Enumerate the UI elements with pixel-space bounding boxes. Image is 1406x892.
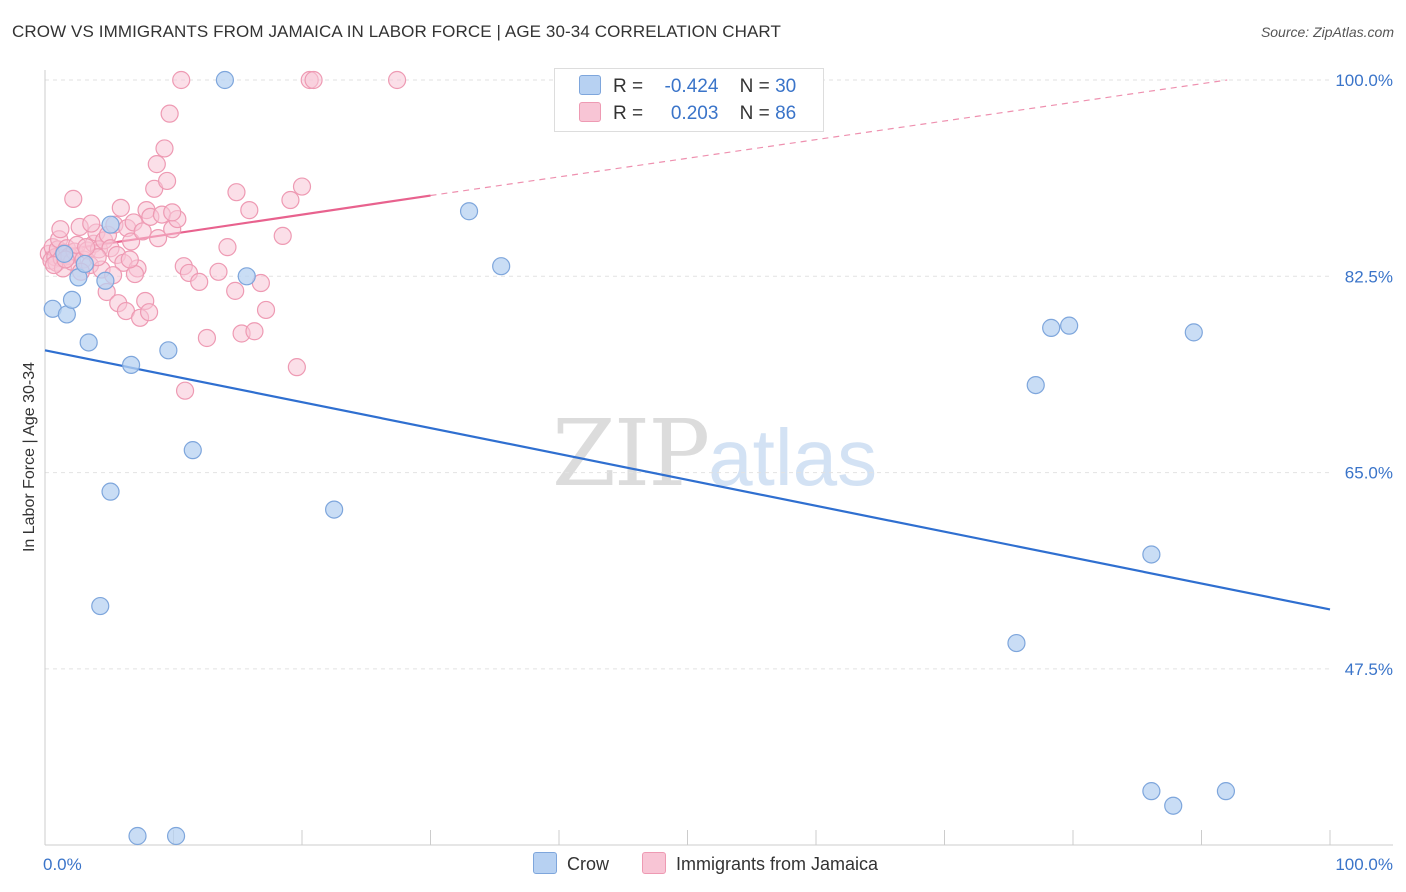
crow-point bbox=[1042, 318, 1061, 337]
x-tick-label: 100.0% bbox=[1335, 855, 1393, 874]
trend-lines bbox=[44, 79, 1331, 611]
watermark-atlas: atlas bbox=[708, 413, 878, 502]
jamaica-r-label: R = bbox=[613, 103, 644, 124]
jamaica-point bbox=[245, 322, 264, 341]
crow-point bbox=[1142, 545, 1161, 564]
crow-point bbox=[1184, 323, 1203, 342]
x-tick-label: 0.0% bbox=[43, 855, 82, 874]
chart-title: CROW VS IMMIGRANTS FROM JAMAICA IN LABOR… bbox=[12, 22, 781, 41]
jamaica-point bbox=[190, 272, 209, 291]
jamaica-point bbox=[77, 238, 96, 257]
jamaica-point bbox=[139, 303, 159, 322]
jamaica-point bbox=[133, 222, 152, 241]
crow-n-value: 30 bbox=[775, 76, 797, 97]
crow-point bbox=[1026, 375, 1045, 395]
y-tick-label: 82.5% bbox=[1345, 267, 1393, 286]
axes bbox=[44, 70, 1393, 846]
jamaica-r-value: 0.203 bbox=[670, 103, 719, 124]
jamaica-point bbox=[292, 177, 312, 196]
crow-point bbox=[101, 482, 120, 501]
jamaica-n-value: 86 bbox=[775, 103, 797, 124]
legend-row-jamaica: R = 0.203 N = 86 bbox=[579, 102, 796, 128]
jamaica-point bbox=[197, 328, 217, 348]
jamaica-points bbox=[39, 70, 407, 400]
bottom-legend-crow: Crow bbox=[533, 852, 609, 875]
jamaica-point bbox=[157, 171, 177, 191]
jamaica-point bbox=[287, 358, 306, 377]
crow-legend-swatch bbox=[533, 852, 557, 874]
bottom-legend-jamaica: Immigrants from Jamaica bbox=[642, 852, 878, 875]
crow-point bbox=[1142, 782, 1161, 801]
watermark-zip: ZIP bbox=[552, 400, 710, 507]
jamaica-point bbox=[120, 250, 139, 269]
jamaica-point bbox=[64, 189, 83, 208]
crow-point bbox=[96, 271, 115, 290]
axis-labels: 100.0% 82.5% 65.0% 47.5% 0.0% 100.0% In Labor … bbox=[21, 71, 1393, 874]
jamaica-swatch bbox=[579, 102, 601, 122]
jamaica-point bbox=[240, 201, 259, 220]
crow-point bbox=[166, 826, 186, 846]
crow-point bbox=[1007, 633, 1026, 653]
crow-r-value: -0.424 bbox=[664, 76, 719, 97]
crow-point bbox=[492, 257, 511, 276]
jamaica-point bbox=[148, 229, 168, 248]
crow-legend-label: Crow bbox=[567, 854, 610, 874]
jamaica-point bbox=[387, 70, 407, 90]
crow-point bbox=[1060, 316, 1079, 335]
jamaica-point bbox=[172, 70, 191, 90]
jamaica-point bbox=[163, 203, 182, 222]
jamaica-point bbox=[175, 381, 195, 400]
crow-point bbox=[55, 244, 74, 263]
crow-point bbox=[159, 341, 178, 360]
crow-point bbox=[79, 333, 98, 352]
crow-point bbox=[183, 441, 202, 460]
jamaica-point bbox=[226, 281, 245, 300]
jamaica-point bbox=[273, 226, 292, 246]
y-tick-label: 100.0% bbox=[1335, 71, 1393, 90]
jamaica-point bbox=[82, 214, 101, 233]
jamaica-point bbox=[147, 155, 166, 174]
crow-point bbox=[325, 500, 344, 519]
crow-points bbox=[43, 70, 1236, 846]
jamaica-point bbox=[256, 300, 276, 320]
crow-point bbox=[128, 826, 147, 846]
watermark: ZIPatlas bbox=[552, 400, 877, 507]
crow-n-label: N = bbox=[739, 76, 770, 97]
correlation-legend: R = -0.424 N = 30 R = 0.203 N = 86 bbox=[554, 68, 824, 132]
jamaica-point bbox=[304, 70, 323, 90]
crow-point bbox=[459, 202, 479, 221]
crow-trend-line bbox=[44, 349, 1331, 611]
crow-point bbox=[101, 215, 120, 234]
jamaica-point bbox=[281, 190, 300, 210]
jamaica-point bbox=[111, 198, 130, 217]
crow-point bbox=[91, 596, 110, 616]
jamaica-legend-label: Immigrants from Jamaica bbox=[676, 854, 879, 874]
jamaica-point bbox=[227, 183, 246, 202]
crow-point bbox=[121, 355, 141, 375]
source-label: Source: ZipAtlas.com bbox=[1260, 24, 1394, 40]
crow-point bbox=[237, 267, 256, 286]
crow-point bbox=[215, 70, 234, 90]
jamaica-point bbox=[51, 220, 70, 239]
jamaica-legend-swatch bbox=[642, 852, 666, 874]
jamaica-point bbox=[218, 238, 237, 257]
y-tick-label: 65.0% bbox=[1345, 464, 1393, 483]
jamaica-n-label: N = bbox=[739, 103, 770, 124]
jamaica-point bbox=[121, 232, 141, 251]
y-axis-title: In Labor Force | Age 30-34 bbox=[21, 362, 38, 552]
crow-point bbox=[1164, 796, 1183, 815]
y-tick-label: 47.5% bbox=[1345, 660, 1393, 679]
crow-point bbox=[75, 254, 94, 274]
jamaica-point bbox=[155, 139, 174, 158]
jamaica-trend-extension bbox=[430, 79, 1228, 197]
crow-r-label: R = bbox=[613, 76, 644, 97]
crow-point bbox=[1216, 782, 1236, 801]
crow-swatch bbox=[579, 75, 601, 95]
crow-point bbox=[62, 290, 82, 309]
jamaica-point bbox=[209, 262, 228, 281]
jamaica-point bbox=[160, 104, 179, 123]
legend-row-crow: R = -0.424 N = 30 bbox=[579, 75, 796, 101]
grid bbox=[45, 79, 1330, 670]
